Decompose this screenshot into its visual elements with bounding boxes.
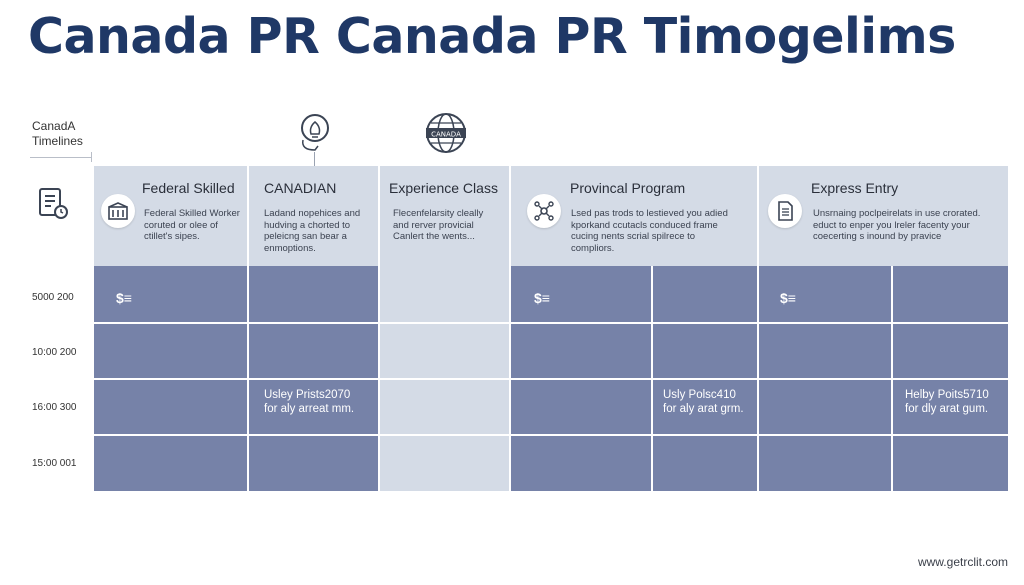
money-icon: $≡	[780, 290, 796, 306]
desc-line: compliors.	[571, 242, 615, 254]
side-label-line1: CanadA	[32, 119, 76, 133]
column-description: Unsrnaing poclpeirelats in use crorated.…	[813, 208, 1005, 243]
desc-line: Canlert the wents...	[393, 231, 475, 242]
column-title: Provincal Program	[570, 180, 686, 196]
desc-line: Flecenfelarsity cleally	[393, 208, 484, 219]
column-description: Flecenfelarsity cleally and rerver provi…	[393, 208, 508, 243]
footer-url[interactable]: www.getrclit.com	[917, 555, 1008, 569]
cell-note: Usly Polsc410 for aly arat grm.	[663, 388, 744, 416]
grid-line	[509, 166, 511, 491]
column-title: CANADIAN	[264, 180, 337, 196]
page-title: Canada PR Canada PR Timogelims	[28, 8, 956, 65]
grid-line	[247, 166, 249, 491]
grid-line	[757, 166, 759, 491]
document-clock-icon	[39, 188, 68, 219]
desc-line: ctillet's sipes.	[144, 231, 200, 242]
money-icon: $≡	[534, 290, 550, 306]
desc-line: kporkand ccutacls conduced frame	[571, 219, 718, 231]
column-title: Experience Class	[389, 180, 498, 196]
column-header-federal: Federal Skilled Federal Skilled Worker c…	[94, 166, 248, 266]
side-label: CanadA Timelines	[32, 119, 83, 149]
row-label: 5000 200	[32, 292, 74, 303]
column-header-express: Express Entry Unsrnaing poclpeirelats in…	[758, 166, 1008, 266]
document-icon	[768, 194, 802, 228]
desc-line: and rerver provicial	[393, 219, 474, 231]
column-header-experience: Experience Class Flecenfelarsity cleally…	[379, 166, 510, 266]
cell-note-line: for dly arat gum.	[905, 403, 989, 415]
column-description: Lsed pas trods to lestieved you adied kp…	[571, 208, 756, 254]
desc-line: peleicng san bear a	[264, 231, 347, 242]
column-description: Ladand nopehices and hudving a chorted t…	[264, 208, 376, 254]
cell-note-line: Usley Prists2070	[264, 389, 351, 401]
grid-line	[378, 166, 380, 491]
lightbulb-head-icon	[298, 112, 332, 166]
desc-line: coecerting s inound by pravice	[813, 231, 942, 242]
grid-line	[94, 322, 1008, 324]
side-label-line2: Timelines	[32, 134, 83, 148]
desc-line: coruted or olee of	[144, 219, 218, 231]
desc-line: cucing nents scrial spilrece to	[571, 231, 696, 242]
column-title: Federal Skilled	[142, 180, 235, 196]
divider-tick	[91, 152, 92, 162]
timeline-grid: Federal Skilled Federal Skilled Worker c…	[94, 166, 1008, 491]
grid-line	[94, 434, 1008, 436]
desc-line: Ladand nopehices and	[264, 208, 361, 219]
connector-line	[314, 152, 315, 166]
column-title: Express Entry	[811, 180, 899, 196]
globe-badge-icon: CANADA	[423, 112, 469, 156]
cell-note-line: Usly Polsc410	[663, 389, 736, 401]
desc-line: hudving a chorted to	[264, 219, 351, 231]
desc-line: Unsrnaing poclpeirelats in use crorated.	[813, 208, 981, 219]
row-label: 10:00 200	[32, 347, 77, 358]
globe-badge-text: CANADA	[431, 130, 461, 138]
desc-line: Federal Skilled Worker	[144, 208, 240, 219]
cell-note-line: for aly arreat mm.	[264, 403, 355, 415]
column-description: Federal Skilled Worker coruted or olee o…	[144, 208, 246, 243]
network-icon	[527, 194, 561, 228]
row-label: 16:00 300	[32, 402, 77, 413]
grid-line	[94, 378, 1008, 380]
row-label: 15:00 001	[32, 458, 77, 469]
building-icon	[101, 194, 135, 228]
column-header-provincial: Provincal Program Lsed pas trods to lest…	[510, 166, 758, 266]
cell-note: Usley Prists2070 for aly arreat mm.	[264, 388, 354, 416]
desc-line: Lsed pas trods to lestieved you adied	[571, 208, 728, 219]
divider	[30, 157, 92, 158]
column-header-canadian: CANADIAN Ladand nopehices and hudving a …	[248, 166, 379, 266]
money-icon: $≡	[116, 290, 132, 306]
desc-line: educt to enper you lreler facenty your	[813, 219, 970, 231]
cell-note-line: for aly arat grm.	[663, 403, 744, 415]
desc-line: enmoptions.	[264, 242, 316, 254]
cell-note-line: Helby Poits5710	[905, 389, 989, 401]
cell-note: Helby Poits5710 for dly arat gum.	[905, 388, 989, 416]
